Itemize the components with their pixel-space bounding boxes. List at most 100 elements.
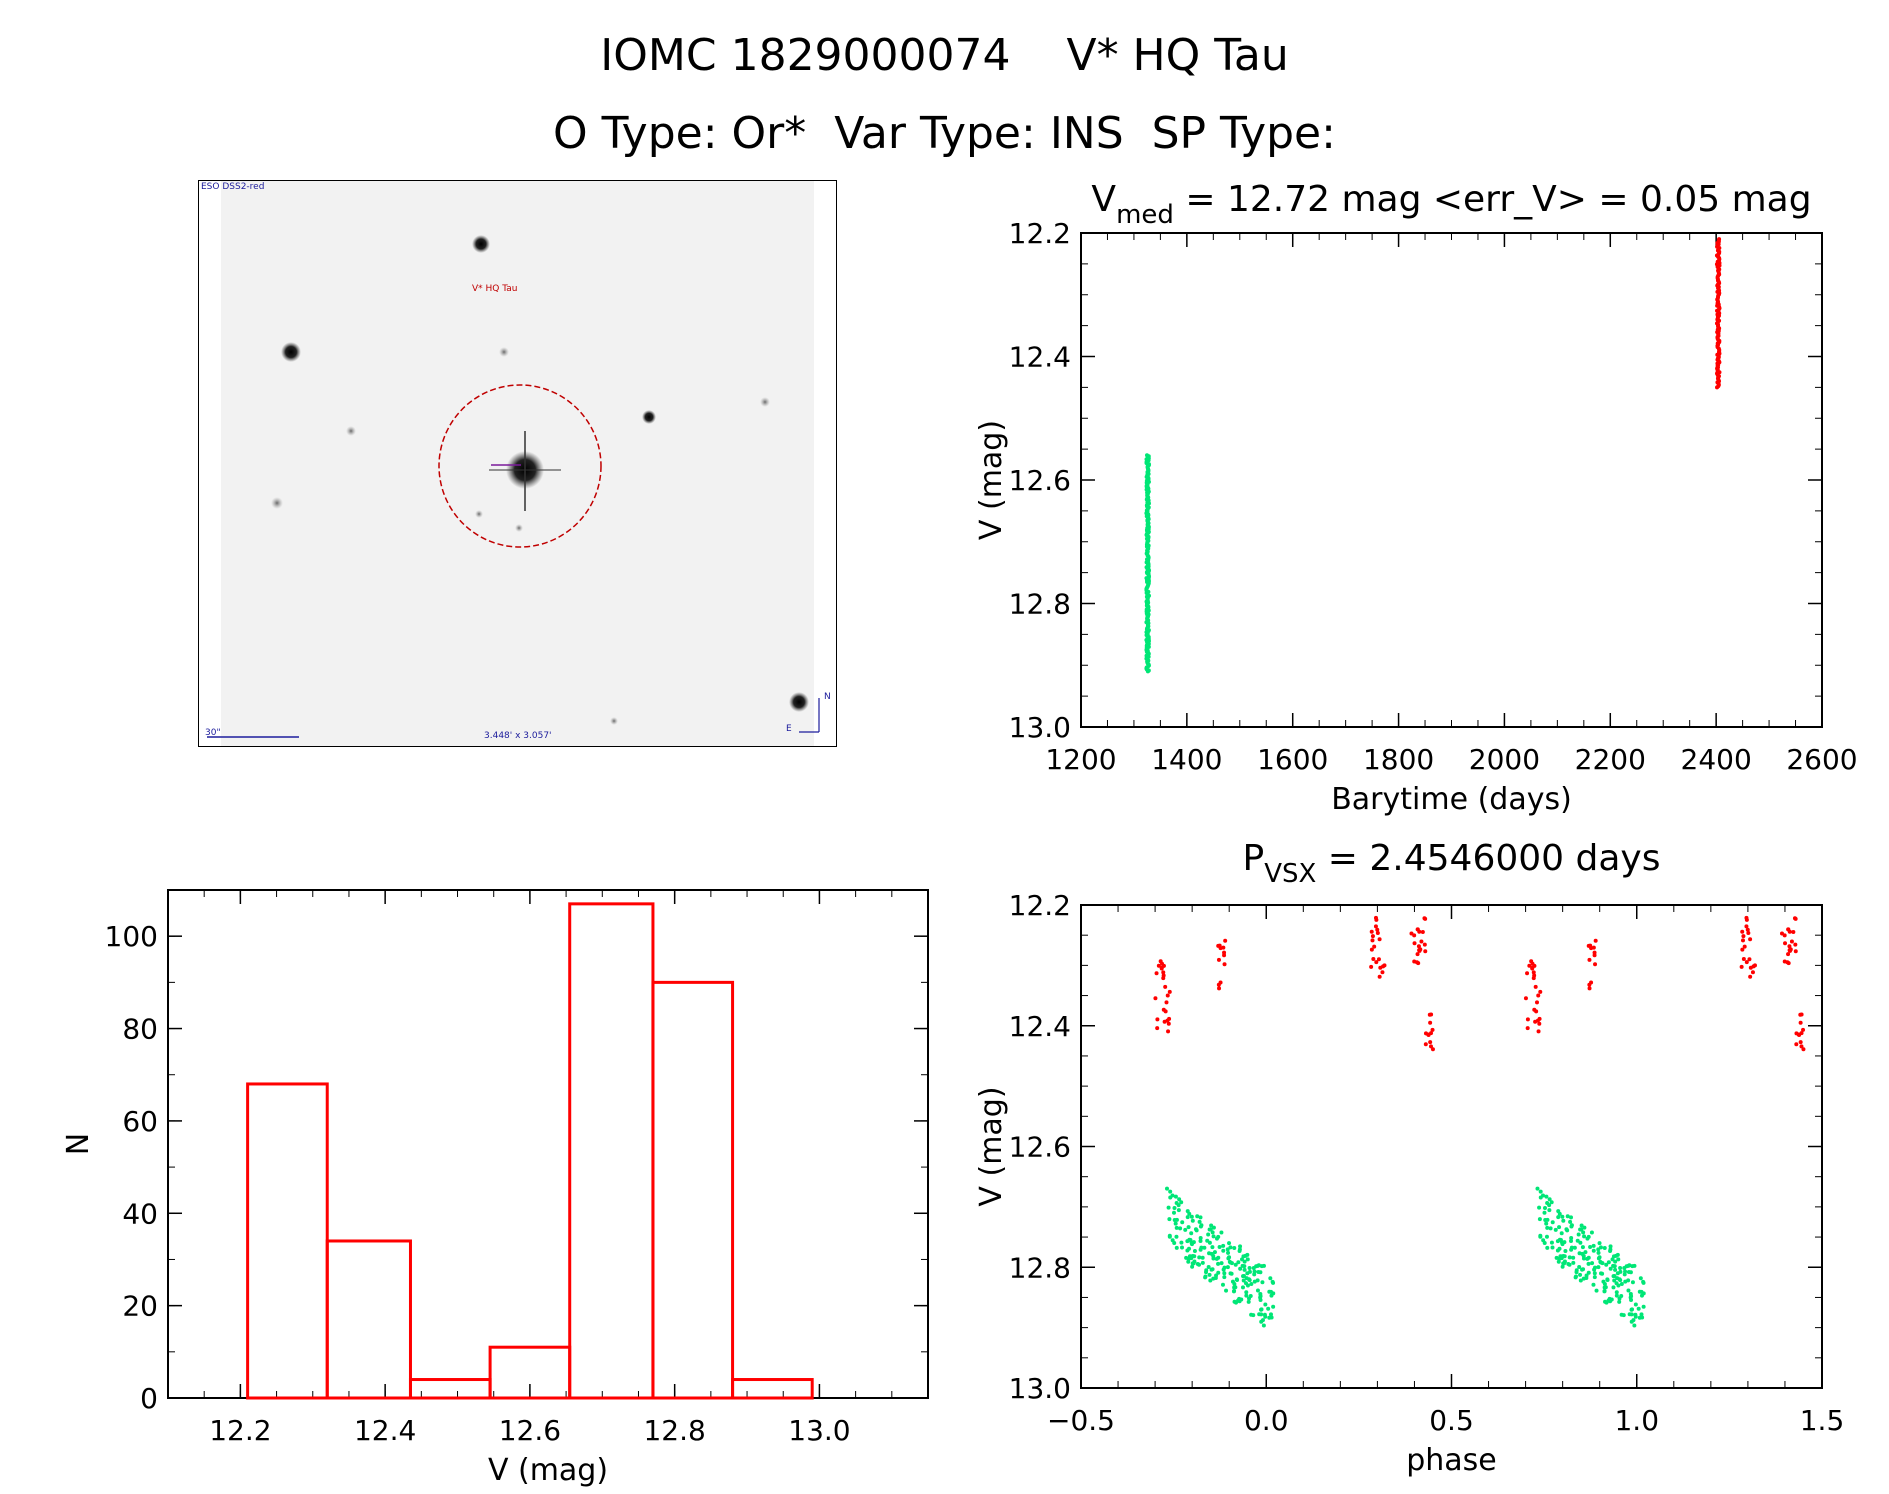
- histogram-bar: [408, 1378, 492, 1400]
- data-point: [1369, 964, 1374, 969]
- data-point: [1221, 945, 1226, 950]
- data-point: [1638, 1276, 1643, 1281]
- data-point: [1166, 1205, 1171, 1210]
- data-point: [1220, 1282, 1225, 1287]
- data-point: [1221, 1248, 1226, 1253]
- data-point: [1636, 1306, 1641, 1311]
- data-point: [1268, 1312, 1273, 1317]
- data-point: [1537, 1021, 1542, 1026]
- data-point: [1591, 1243, 1596, 1248]
- data-point: [1259, 1312, 1264, 1317]
- data-point: [1535, 1186, 1540, 1191]
- data-point: [1252, 1269, 1257, 1274]
- data-point: [1567, 1262, 1572, 1267]
- data-point: [1786, 927, 1791, 932]
- data-point: [1783, 941, 1788, 946]
- data-point: [1238, 1244, 1243, 1249]
- star: [475, 510, 483, 518]
- data-point: [1613, 1253, 1618, 1258]
- data-point: [1375, 927, 1380, 932]
- data-point: [1536, 993, 1541, 998]
- histogram-bar: [651, 980, 735, 1400]
- data-point: [1614, 1293, 1619, 1298]
- data-point: [1585, 1256, 1590, 1261]
- data-point: [1559, 1231, 1564, 1236]
- data-point: [1210, 1267, 1215, 1272]
- data-point: [1174, 1200, 1179, 1205]
- data-point: [1168, 1189, 1173, 1194]
- data-point: [1614, 1281, 1619, 1286]
- data-point: [1611, 1285, 1616, 1290]
- data-point: [1742, 944, 1747, 949]
- data-point: [1376, 957, 1381, 962]
- data-point: [1415, 952, 1420, 957]
- data-point: [1789, 939, 1794, 944]
- star: [789, 692, 809, 712]
- x-tick-label: 13.0: [788, 1414, 850, 1447]
- data-point: [1612, 1264, 1617, 1269]
- data-point: [1602, 1246, 1607, 1250]
- data-point: [1247, 1269, 1252, 1274]
- x-axis-label: Barytime (days): [1331, 782, 1572, 817]
- data-point: [1165, 1018, 1170, 1023]
- data-point: [1597, 1241, 1602, 1246]
- data-point: [1613, 1267, 1618, 1272]
- data-point: [1246, 1299, 1251, 1304]
- data-point: [1557, 1225, 1562, 1230]
- data-point: [1801, 1027, 1806, 1032]
- data-point: [1741, 956, 1746, 961]
- data-point: [1617, 1299, 1622, 1304]
- data-point: [1222, 1275, 1227, 1280]
- x-tick-label: 12.6: [499, 1414, 561, 1447]
- data-point: [1260, 1280, 1265, 1285]
- data-point: [1246, 1277, 1251, 1282]
- data-point: [1581, 1267, 1586, 1272]
- data-point: [1217, 1245, 1222, 1250]
- finder-survey-label: ESO DSS2-red: [201, 182, 265, 192]
- finder-north-label: N: [824, 692, 831, 702]
- data-point: [1242, 1259, 1247, 1264]
- x-tick-label: 1800: [1363, 743, 1434, 776]
- data-point: [1216, 1261, 1221, 1266]
- data-point: [1560, 1214, 1565, 1219]
- data-point: [1569, 1223, 1574, 1228]
- x-tick-label: 0.5: [1429, 1404, 1474, 1437]
- data-point: [1266, 1306, 1271, 1311]
- data-point: [1176, 1208, 1181, 1213]
- target-star: [489, 431, 561, 511]
- data-point: [1374, 960, 1379, 965]
- data-point: [1225, 1247, 1230, 1252]
- data-point: [1378, 965, 1383, 970]
- data-point: [1602, 1285, 1607, 1290]
- data-point: [1171, 1210, 1176, 1215]
- y-tick-label: 13.0: [1009, 711, 1071, 744]
- data-point: [1174, 1245, 1179, 1250]
- data-point: [1223, 938, 1228, 943]
- data-point: [1214, 1273, 1219, 1278]
- data-point: [1166, 1021, 1171, 1026]
- data-point: [1370, 934, 1375, 939]
- y-tick-label: 12.4: [1009, 1010, 1071, 1043]
- chart-title-line2: O Type: Or* Var Type: INS SP Type:: [553, 108, 1336, 159]
- data-point: [1418, 947, 1423, 952]
- data-point: [1222, 1271, 1227, 1276]
- chart-title: Vmed = 12.72 mag <err_V> = 0.05 mag: [1091, 179, 1811, 230]
- data-point: [1244, 1293, 1249, 1298]
- data-point: [1185, 1209, 1190, 1214]
- data-point: [1377, 974, 1382, 979]
- star: [271, 497, 283, 509]
- data-point: [1198, 1247, 1203, 1252]
- y-tick-label: 12.4: [1009, 341, 1071, 374]
- data-point: [1575, 1238, 1580, 1243]
- data-point: [1630, 1280, 1635, 1285]
- data-point: [1598, 1259, 1603, 1264]
- x-tick-label: 2200: [1575, 743, 1646, 776]
- star: [515, 524, 523, 532]
- data-point: [1798, 1012, 1803, 1017]
- data-point: [1428, 1040, 1433, 1045]
- data-point: [1547, 1197, 1552, 1202]
- histogram-bar: [731, 1378, 814, 1400]
- data-point: [1628, 1292, 1633, 1297]
- data-point: [1544, 1221, 1549, 1226]
- data-point: [1616, 1257, 1621, 1262]
